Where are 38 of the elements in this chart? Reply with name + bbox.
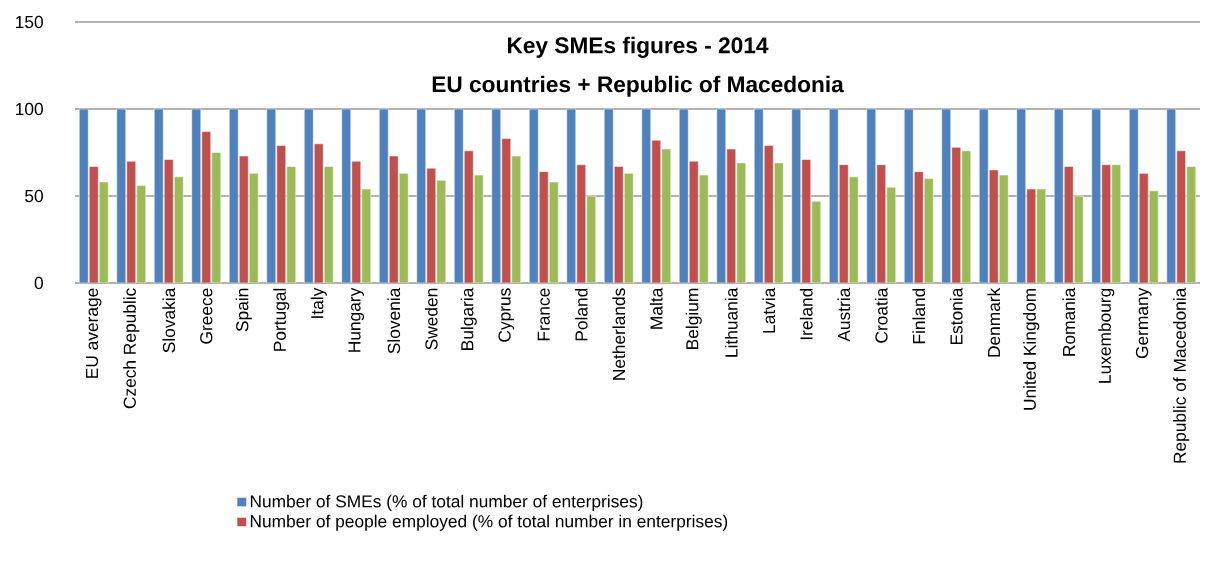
x-tick-label: Austria — [837, 287, 851, 342]
x-tick-label: Slovakia — [162, 287, 176, 353]
x-tick-label: Latvia — [762, 287, 776, 333]
x-tick-label: Ireland — [799, 288, 813, 340]
y-tick-label: 150 — [16, 15, 43, 29]
x-tick-label: Czech Republic — [123, 288, 140, 409]
x-tick-label: Slovenia — [387, 287, 401, 354]
x-tick-label: Lithuania — [724, 287, 738, 357]
x-tick-label: Sweden — [424, 288, 438, 350]
x-tick-label: Hungary — [348, 287, 365, 352]
x-tick-label: Greece — [200, 288, 213, 344]
x-tick-label: Republic of Macedonia — [1173, 287, 1190, 463]
x-tick-label: Spain — [235, 288, 252, 332]
text: Key SMEs figures - 2014 — [508, 36, 769, 58]
x-tick-label: Italy — [310, 287, 327, 318]
x-tick-label: Netherlands — [612, 288, 626, 380]
legend-label: Number of SMEs (% of total number of enterprises) — [250, 494, 643, 511]
x-tick-label: Portugal — [273, 288, 290, 351]
x-tick-label: Bulgaria — [460, 287, 477, 350]
x-tick-label: Luxembourg — [1098, 288, 1115, 383]
y-tick-label: 50 — [25, 189, 43, 203]
x-tick-label: Romania — [1062, 287, 1076, 356]
x-tick-label: Germany — [1135, 287, 1152, 359]
y-tick-label: 0 — [34, 276, 43, 290]
x-tick-label: Malta — [649, 287, 663, 329]
x-tick-label: Poland — [574, 288, 588, 341]
text: EU countries + Republic of Macedonia — [432, 75, 844, 97]
x-tick-label: Croatia — [874, 287, 888, 343]
x-tick-label: France — [537, 288, 550, 341]
x-tick-label: Cyprus — [498, 288, 515, 342]
x-tick-label: EU average — [86, 288, 102, 378]
x-tick-label: Belgium — [685, 288, 702, 349]
y-tick-label: 100 — [16, 102, 43, 116]
x-tick-label: Finland — [912, 288, 926, 344]
x-tick-label: Denmark — [987, 287, 1001, 357]
x-tick-label: Estonia — [949, 287, 963, 345]
x-tick-label: United Kingdom — [1023, 288, 1040, 410]
legend-label: Number of people employed (% of total number in enterprises) — [250, 514, 728, 531]
